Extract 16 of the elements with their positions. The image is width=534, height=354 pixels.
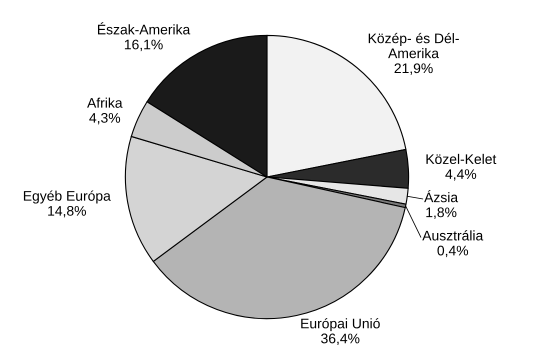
slice-label: Közép- és Dél- Amerika bbox=[368, 32, 459, 58]
data-label: 0,4% bbox=[437, 246, 468, 258]
data-label: 16,1% bbox=[124, 40, 163, 52]
data-label: 36,4% bbox=[321, 334, 360, 346]
slice-label: Észak-Amerika bbox=[98, 22, 190, 34]
slice-label: Egyéb Európa bbox=[24, 190, 111, 204]
slice-label: Európai Unió bbox=[301, 318, 380, 332]
slice-label: Közel-Kelet bbox=[426, 154, 496, 164]
data-label: 1,8% bbox=[426, 207, 456, 219]
slice-label: Afrika bbox=[87, 98, 123, 108]
data-label: 21,9% bbox=[394, 63, 433, 75]
slice-label: Ázsia bbox=[424, 190, 458, 202]
slice-label: Ausztrália bbox=[422, 230, 484, 241]
data-label: 4,4% bbox=[445, 169, 476, 181]
data-label: 4,3% bbox=[89, 112, 120, 124]
data-label: 14,8% bbox=[48, 206, 86, 218]
